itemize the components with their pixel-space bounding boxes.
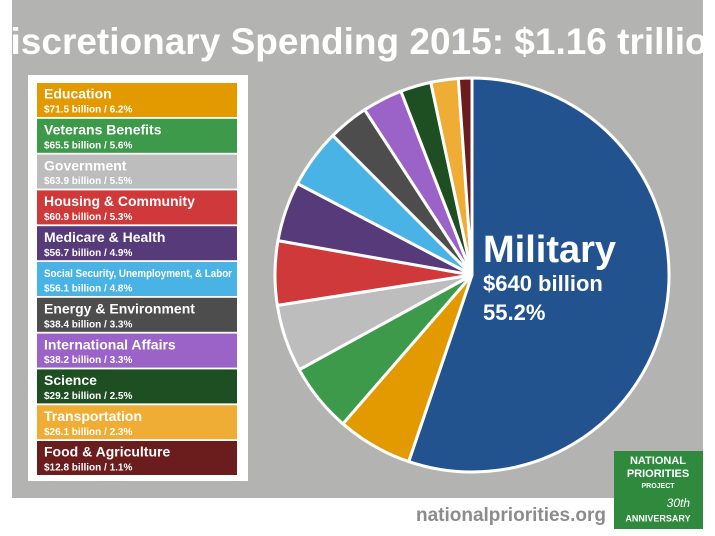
pie-slice bbox=[456, 76, 474, 276]
legend-swatch bbox=[37, 333, 237, 368]
legend-value: $71.5 billion / 6.2% bbox=[44, 105, 132, 116]
legend-swatch bbox=[37, 83, 237, 117]
legend-value: $65.5 billion / 5.6% bbox=[44, 140, 132, 151]
legend-value: $38.4 billion / 3.3% bbox=[44, 319, 132, 330]
legend-value: $63.9 billion / 5.5% bbox=[44, 176, 132, 187]
legend-value: $60.9 billion / 5.3% bbox=[44, 212, 132, 223]
legend-value: $56.7 billion / 4.9% bbox=[44, 248, 132, 259]
legend-label: Food & Agriculture bbox=[44, 444, 170, 460]
legend-value: $29.2 billion / 2.5% bbox=[44, 391, 132, 402]
logo-badge: 30th bbox=[667, 496, 691, 510]
legend-value: $56.1 billion / 4.8% bbox=[44, 284, 132, 295]
legend-swatch bbox=[37, 262, 237, 296]
legend-label: Government bbox=[44, 157, 127, 173]
legend-swatch bbox=[37, 226, 237, 261]
logo-caption: ANNIVERSARY bbox=[625, 513, 690, 523]
legend-label: Education bbox=[44, 86, 112, 102]
legend-swatch bbox=[37, 118, 237, 153]
legend-value: $26.1 billion / 2.3% bbox=[44, 427, 132, 438]
slice-share-label: 55.2% bbox=[483, 300, 545, 325]
legend-label: Energy & Environment bbox=[44, 301, 195, 317]
logo bbox=[614, 451, 703, 529]
logo-text: PROJECT bbox=[641, 483, 675, 490]
slice-label: Military bbox=[483, 229, 616, 271]
legend-label: International Affairs bbox=[44, 336, 176, 352]
legend-swatch bbox=[37, 190, 237, 225]
legend-label: Transportation bbox=[44, 408, 142, 424]
legend-label: Housing & Community bbox=[44, 193, 195, 209]
legend-swatch bbox=[37, 154, 237, 189]
chart-title: Discretionary Spending 2015: $1.16 trill… bbox=[0, 21, 715, 62]
pie-slice bbox=[406, 76, 671, 474]
legend-swatch bbox=[37, 369, 237, 404]
legend-label: Social Security, Unemployment, & Labor bbox=[44, 268, 233, 280]
logo-text: NATIONAL bbox=[630, 455, 686, 467]
legend-value: $12.8 billion / 1.1% bbox=[44, 463, 132, 474]
source: nationalpriorities.org bbox=[416, 505, 606, 526]
legend-swatch bbox=[37, 297, 237, 332]
legend-swatch bbox=[37, 405, 237, 440]
legend-swatch bbox=[37, 441, 237, 475]
logo-text: PRIORITIES bbox=[627, 468, 689, 480]
legend-value: $38.2 billion / 3.3% bbox=[44, 355, 132, 366]
legend-label: Science bbox=[44, 372, 97, 388]
legend-label: Veterans Benefits bbox=[44, 122, 162, 138]
slice-value-label: $640 billion bbox=[483, 271, 603, 296]
legend-label: Medicare & Health bbox=[44, 229, 165, 245]
